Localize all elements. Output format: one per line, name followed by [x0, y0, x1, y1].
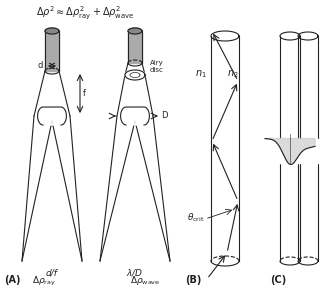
Text: Airy
disc: Airy disc [150, 61, 164, 74]
Polygon shape [125, 70, 145, 80]
Text: $\Delta\rho_{\rm wave}$: $\Delta\rho_{\rm wave}$ [130, 274, 160, 287]
Polygon shape [45, 28, 59, 34]
Polygon shape [128, 28, 142, 34]
Text: $n_2$: $n_2$ [227, 68, 239, 80]
Text: $n_1$: $n_1$ [195, 68, 207, 80]
Text: (B): (B) [185, 275, 201, 285]
Polygon shape [265, 139, 315, 164]
Polygon shape [121, 107, 149, 125]
Text: D: D [161, 111, 167, 120]
Text: d/f: d/f [46, 269, 58, 278]
Text: $\Delta\rho^2\approx\Delta\rho_{\rm ray}^2+\Delta\rho_{\rm wave}^2$: $\Delta\rho^2\approx\Delta\rho_{\rm ray}… [36, 4, 134, 22]
Text: $\lambda$/D: $\lambda$/D [126, 267, 144, 278]
Text: $\Delta\rho_{\rm ray}$: $\Delta\rho_{\rm ray}$ [32, 274, 56, 288]
Text: f: f [83, 89, 86, 98]
Text: (C): (C) [270, 275, 286, 285]
Text: $\theta_{\rm crit}$: $\theta_{\rm crit}$ [187, 212, 205, 224]
Text: d: d [37, 61, 42, 70]
Text: (A): (A) [4, 275, 20, 285]
Polygon shape [38, 107, 66, 125]
